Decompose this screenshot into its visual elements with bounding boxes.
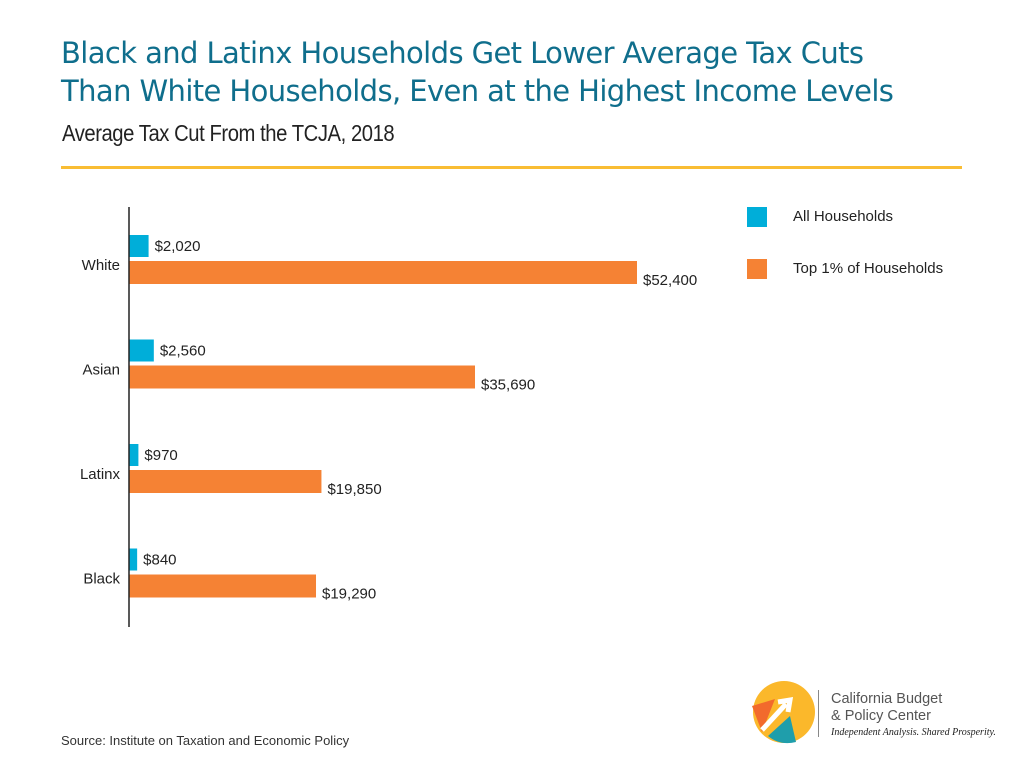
divider-rule (61, 166, 962, 169)
bar-top1-latinx (129, 470, 322, 493)
bar-all-black (129, 548, 138, 571)
data-label-top1-asian: $35,690 (481, 377, 535, 394)
data-label-all-latinx: $970 (144, 447, 177, 464)
logo-name: California Budget & Policy Center (831, 691, 942, 725)
bar-top1-white (129, 261, 637, 284)
data-label-all-black: $840 (143, 552, 176, 569)
data-label-top1-black: $19,290 (322, 586, 376, 603)
legend-label-all-households: All Households (793, 208, 894, 225)
category-label-latinx: Latinx (80, 466, 121, 483)
bar-top1-asian (129, 365, 476, 389)
logo-line-1: California Budget (831, 691, 943, 707)
logo-divider (818, 690, 819, 737)
legend-label-top-1: Top 1% of Households (793, 260, 944, 277)
source-note: Source: Institute on Taxation and Econom… (61, 733, 350, 748)
logo-line-2: & Policy Center (831, 708, 931, 724)
title-line-2: Than White Households, Even at the Highe… (61, 74, 894, 108)
chart-subtitle: Average Tax Cut From the TCJA, 2018 (62, 120, 395, 146)
logo-tagline: Independent Analysis. Shared Prosperity. (831, 727, 996, 738)
bar-all-white (129, 235, 149, 257)
bar-all-latinx (129, 444, 139, 466)
data-label-all-white: $2,020 (155, 238, 201, 255)
bar-all-asian (129, 339, 154, 362)
category-label-asian: Asian (82, 362, 120, 379)
chart-title: Black and Latinx Households Get Lower Av… (61, 34, 894, 110)
legend-swatch-all-households (747, 207, 767, 227)
data-label-top1-white: $52,400 (643, 272, 697, 289)
category-label-white: White (82, 257, 120, 274)
title-line-1: Black and Latinx Households Get Lower Av… (61, 36, 864, 70)
bar-top1-black (129, 574, 317, 598)
category-label-black: Black (83, 571, 120, 588)
legend-swatch-top-1 (747, 259, 767, 279)
data-label-top1-latinx: $19,850 (327, 481, 381, 498)
data-label-all-asian: $2,560 (160, 343, 206, 360)
